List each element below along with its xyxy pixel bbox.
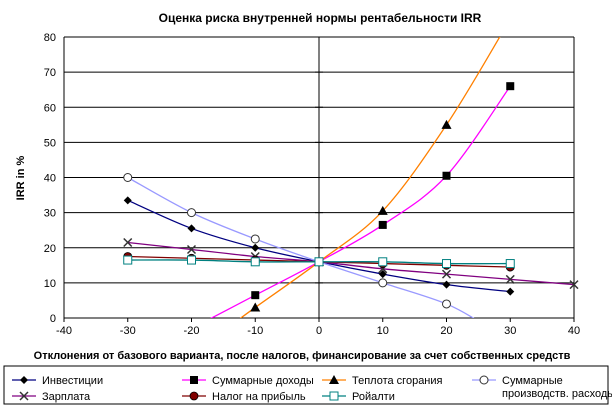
- y-tick-label: 80: [44, 32, 56, 44]
- data-point: [314, 257, 324, 267]
- data-point: [506, 82, 515, 91]
- data-point: [441, 119, 452, 129]
- y-tick-label: 50: [44, 137, 56, 149]
- data-point: [378, 220, 387, 229]
- x-tick-label: -40: [56, 325, 72, 337]
- data-point-stroke: [441, 269, 452, 279]
- data-point: [251, 243, 260, 252]
- legend-swatch-marker: [19, 391, 29, 401]
- legend-label: Суммарные: [502, 375, 563, 387]
- data-point: [186, 244, 197, 255]
- series-7: [123, 255, 515, 269]
- data-point: [442, 280, 451, 289]
- data-point: [377, 205, 388, 215]
- data-point: [442, 171, 451, 180]
- y-tick-label: 40: [44, 173, 56, 185]
- y-tick-label: 70: [44, 67, 56, 79]
- x-tick-label: 20: [440, 325, 452, 337]
- legend-swatch-marker: [329, 375, 339, 384]
- data-point-stroke: [505, 274, 515, 284]
- x-tick-label: 40: [568, 325, 580, 337]
- y-tick-label: 30: [44, 208, 56, 220]
- data-point: [123, 237, 133, 248]
- data-point: [442, 299, 451, 309]
- x-tick-label: 10: [377, 325, 389, 337]
- data-point: [569, 280, 579, 290]
- data-point: [123, 255, 133, 265]
- legend-label: Теплота сгорания: [352, 375, 443, 387]
- x-tick-label: -10: [247, 325, 263, 337]
- series-line: [127, 241, 574, 286]
- data-point: [250, 234, 260, 244]
- chart-title: Оценка риска внутренней нормы рентабельн…: [159, 11, 482, 25]
- data-point: [505, 274, 515, 284]
- x-tick-label: 0: [316, 325, 322, 337]
- legend-swatch-marker: [20, 376, 28, 384]
- legend-swatch-marker: [190, 376, 198, 384]
- data-point: [187, 255, 196, 265]
- data-point: [187, 224, 196, 233]
- x-tick-label: -20: [184, 325, 200, 337]
- legend-box: [3, 365, 609, 405]
- data-point: [250, 257, 260, 267]
- legend-item: Теплота сгорания: [322, 375, 443, 387]
- legend-item: Зарплата: [12, 391, 91, 403]
- data-point-stroke: [123, 237, 133, 248]
- legend-label: Ройалти: [352, 391, 395, 403]
- x-tick-label: -30: [120, 325, 136, 337]
- legend-label: Инвестиции: [42, 375, 103, 387]
- plot-series: [123, 37, 579, 318]
- data-point: [441, 269, 452, 279]
- data-point: [187, 208, 196, 218]
- data-point: [506, 287, 515, 296]
- legend-label-continued: производств. расходы: [502, 388, 612, 400]
- legend-swatch-marker: [329, 391, 339, 401]
- legend-item: Ройалти: [322, 391, 395, 403]
- data-point: [442, 259, 451, 269]
- y-tick-label: 0: [50, 313, 56, 325]
- axes: [63, 36, 575, 322]
- data-point: [378, 270, 387, 279]
- data-point-stroke: [569, 280, 579, 290]
- x-tick-label: 30: [504, 325, 516, 337]
- data-point: [378, 257, 388, 267]
- data-point: [505, 259, 515, 269]
- data-point: [250, 302, 261, 312]
- legend-swatch-marker: [479, 375, 489, 385]
- legend-item: Налог на прибыль: [182, 391, 306, 403]
- legend-item: Инвестиции: [12, 375, 103, 387]
- legend: Инвестиции Суммарные доходы Теплота сгоран…: [3, 365, 612, 405]
- data-point: [251, 291, 260, 300]
- y-axis-label: IRR in %: [15, 155, 27, 200]
- data-point: [123, 196, 132, 205]
- y-tick-label: 20: [44, 243, 56, 255]
- y-tick-label: 60: [44, 102, 56, 114]
- legend-swatch-marker-stroke: [19, 391, 29, 401]
- y-tick-label: 10: [44, 278, 56, 290]
- legend-swatch-marker: [189, 391, 199, 401]
- data-point: [378, 278, 388, 288]
- legend-label: Зарплата: [42, 391, 91, 403]
- data-point: [123, 173, 133, 182]
- legend-item: Суммарные доходы: [182, 375, 314, 387]
- legend-label: Налог на прибыль: [212, 391, 306, 403]
- data-point-stroke: [186, 244, 197, 255]
- legend-label: Суммарные доходы: [212, 375, 314, 387]
- tick-labels: -40 -30 -20 -10 0 10 20 30 40 0 10 20 30 40 50 60 70 80: [44, 32, 580, 337]
- x-axis-label: Отклонения от базового варианта, после н…: [34, 350, 571, 362]
